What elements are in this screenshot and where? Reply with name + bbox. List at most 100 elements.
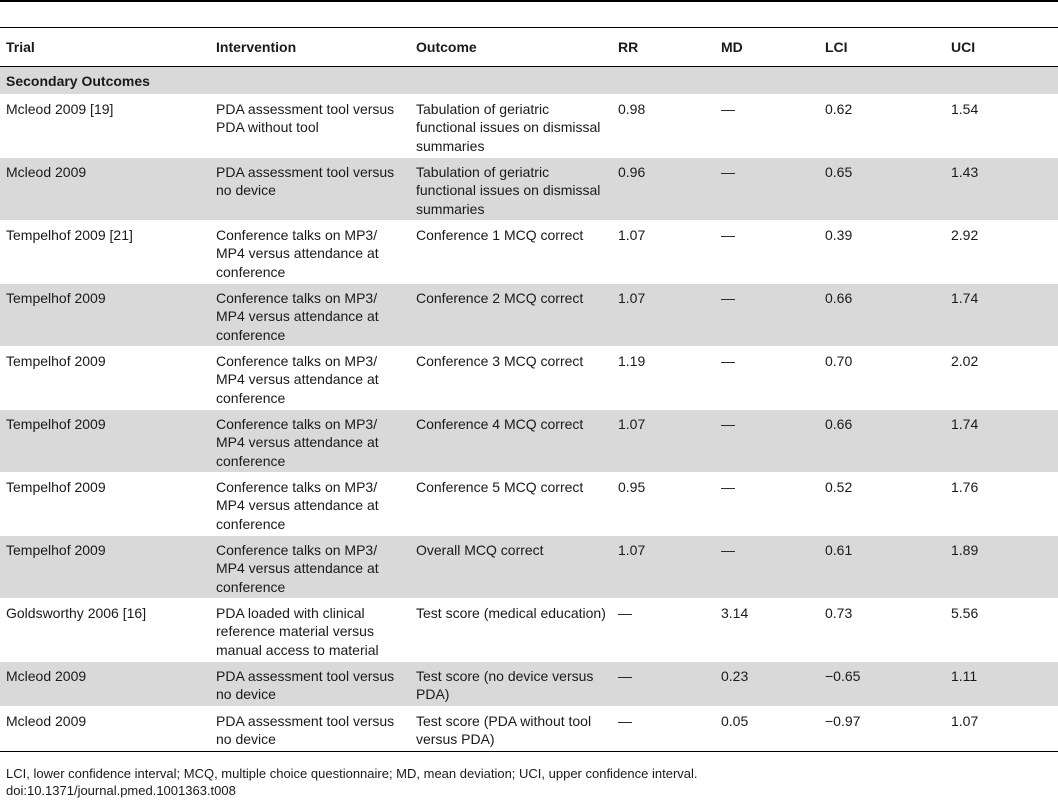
column-header-intervention: Intervention	[210, 28, 410, 67]
cell-outcome: Test score (medical education)	[410, 598, 612, 662]
cell-lci: −0.65	[819, 661, 945, 707]
cell-outcome: Test score (PDA without tool versus PDA)	[410, 706, 612, 751]
table-row: Mcleod 2009 PDA assessment tool versus n…	[0, 661, 1058, 707]
cell-rr: 1.19	[612, 346, 715, 410]
table-row: Mcleod 2009 PDA assessment tool versus n…	[0, 706, 1058, 751]
cell-rr: 0.98	[612, 94, 715, 158]
header-row: Trial Intervention Outcome RR MD LCI UCI	[0, 28, 1058, 67]
column-header-trial: Trial	[0, 28, 210, 67]
cell-rr: —	[612, 661, 715, 707]
cell-rr: 0.96	[612, 157, 715, 221]
cell-uci: 1.74	[945, 283, 1058, 347]
cell-rr: —	[612, 598, 715, 662]
section-row: Secondary Outcomes	[0, 66, 1058, 95]
cell-outcome: Test score (no device versus PDA)	[410, 661, 612, 707]
cell-lci: 0.65	[819, 157, 945, 221]
cell-intervention: PDA assessment tool versus PDA without t…	[210, 94, 410, 158]
cell-lci: 0.66	[819, 409, 945, 473]
cell-trial: Goldsworthy 2006 [16]	[0, 598, 210, 662]
section-label: Secondary Outcomes	[0, 66, 1058, 95]
table-row: Tempelhof 2009 Conference talks on MP3/ …	[0, 472, 1058, 536]
cell-intervention: Conference talks on MP3/ MP4 versus atte…	[210, 220, 410, 284]
column-header-rr: RR	[612, 28, 715, 67]
cell-intervention: Conference talks on MP3/ MP4 versus atte…	[210, 535, 410, 599]
cell-trial: Tempelhof 2009	[0, 535, 210, 599]
cell-trial: Mcleod 2009	[0, 706, 210, 751]
cell-outcome: Tabulation of geriatric functional issue…	[410, 157, 612, 221]
table-row: Tempelhof 2009 Conference talks on MP3/ …	[0, 283, 1058, 347]
cell-outcome: Conference 4 MCQ correct	[410, 409, 612, 473]
cell-lci: 0.61	[819, 535, 945, 599]
bottom-rule	[0, 751, 1058, 752]
column-header-lci: LCI	[819, 28, 945, 67]
cell-md: —	[715, 157, 819, 221]
table-row: Tempelhof 2009 [21] Conference talks on …	[0, 220, 1058, 284]
cell-intervention: PDA loaded with clinical reference mater…	[210, 598, 410, 662]
cell-md: —	[715, 346, 819, 410]
cell-intervention: Conference talks on MP3/ MP4 versus atte…	[210, 409, 410, 473]
cell-outcome: Conference 5 MCQ correct	[410, 472, 612, 536]
cell-rr: 1.07	[612, 283, 715, 347]
cell-md: —	[715, 220, 819, 284]
cell-outcome: Tabulation of geriatric functional issue…	[410, 94, 612, 158]
cell-uci: 1.43	[945, 157, 1058, 221]
table-row: Tempelhof 2009 Conference talks on MP3/ …	[0, 535, 1058, 599]
cell-uci: 1.11	[945, 661, 1058, 707]
cell-lci: 0.62	[819, 94, 945, 158]
cell-md: 3.14	[715, 598, 819, 662]
cell-rr: 1.07	[612, 220, 715, 284]
table-row: Mcleod 2009 PDA assessment tool versus n…	[0, 157, 1058, 221]
header-top-rule	[0, 27, 1058, 28]
cell-md: —	[715, 94, 819, 158]
cell-uci: 2.02	[945, 346, 1058, 410]
cell-uci: 5.56	[945, 598, 1058, 662]
cell-trial: Tempelhof 2009	[0, 346, 210, 410]
cell-uci: 1.89	[945, 535, 1058, 599]
cell-outcome: Conference 1 MCQ correct	[410, 220, 612, 284]
cell-outcome: Conference 3 MCQ correct	[410, 346, 612, 410]
cell-uci: 1.07	[945, 706, 1058, 751]
top-rule	[0, 0, 1058, 2]
cell-trial: Mcleod 2009 [19]	[0, 94, 210, 158]
cell-md: —	[715, 409, 819, 473]
column-header-uci: UCI	[945, 28, 1058, 67]
results-table: Trial Intervention Outcome RR MD LCI UCI…	[0, 28, 1058, 751]
cell-intervention: PDA assessment tool versus no device	[210, 157, 410, 221]
cell-trial: Tempelhof 2009 [21]	[0, 220, 210, 284]
cell-md: 0.23	[715, 661, 819, 707]
cell-md: —	[715, 283, 819, 347]
cell-md: 0.05	[715, 706, 819, 751]
cell-uci: 2.92	[945, 220, 1058, 284]
cell-md: —	[715, 472, 819, 536]
doi-label: doi:10.1371/journal.pmed.1001363.t008	[6, 783, 236, 798]
cell-intervention: Conference talks on MP3/ MP4 versus atte…	[210, 472, 410, 536]
cell-lci: 0.52	[819, 472, 945, 536]
cell-rr: 1.07	[612, 409, 715, 473]
cell-trial: Tempelhof 2009	[0, 472, 210, 536]
cell-trial: Tempelhof 2009	[0, 409, 210, 473]
column-header-md: MD	[715, 28, 819, 67]
cell-lci: −0.97	[819, 706, 945, 751]
cell-intervention: Conference talks on MP3/ MP4 versus atte…	[210, 283, 410, 347]
cell-trial: Tempelhof 2009	[0, 283, 210, 347]
cell-trial: Mcleod 2009	[0, 661, 210, 707]
cell-lci: 0.73	[819, 598, 945, 662]
table-row: Tempelhof 2009 Conference talks on MP3/ …	[0, 409, 1058, 473]
cell-lci: 0.70	[819, 346, 945, 410]
cell-rr: 1.07	[612, 535, 715, 599]
cell-rr: 0.95	[612, 472, 715, 536]
table-row: Mcleod 2009 [19] PDA assessment tool ver…	[0, 94, 1058, 158]
cell-trial: Mcleod 2009	[0, 157, 210, 221]
cell-uci: 1.76	[945, 472, 1058, 536]
cell-lci: 0.39	[819, 220, 945, 284]
cell-uci: 1.54	[945, 94, 1058, 158]
cell-intervention: PDA assessment tool versus no device	[210, 661, 410, 707]
table-row: Tempelhof 2009 Conference talks on MP3/ …	[0, 346, 1058, 410]
cell-rr: —	[612, 706, 715, 751]
cell-uci: 1.74	[945, 409, 1058, 473]
cell-outcome: Overall MCQ correct	[410, 535, 612, 599]
cell-intervention: PDA assessment tool versus no device	[210, 706, 410, 751]
table-row: Goldsworthy 2006 [16] PDA loaded with cl…	[0, 598, 1058, 662]
cell-md: —	[715, 535, 819, 599]
cell-intervention: Conference talks on MP3/ MP4 versus atte…	[210, 346, 410, 410]
